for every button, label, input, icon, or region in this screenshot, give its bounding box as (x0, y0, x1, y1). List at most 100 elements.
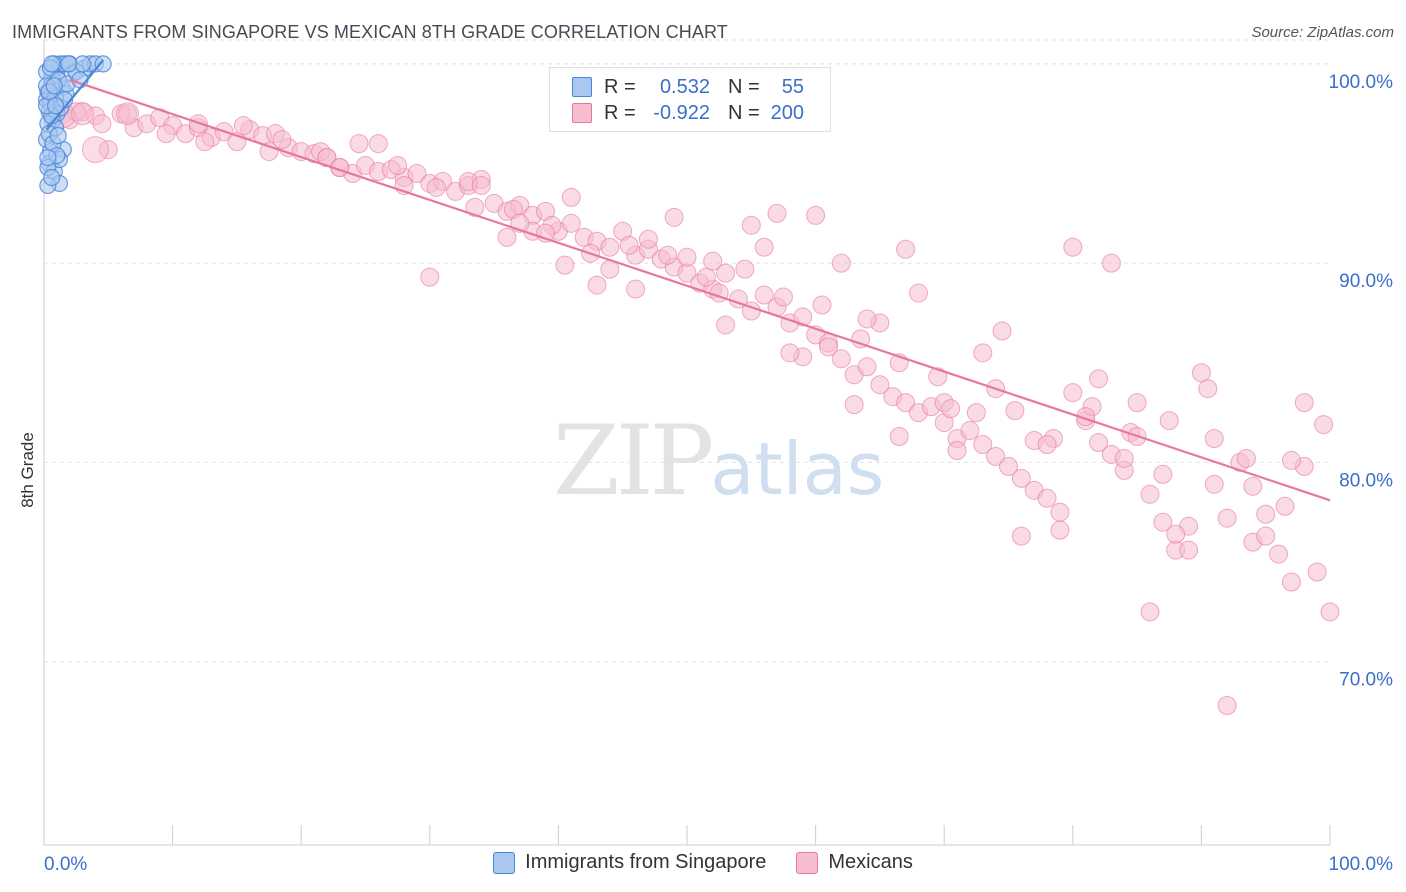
mexicans-point (71, 102, 95, 126)
singapore-point (94, 55, 112, 73)
mexicans-point (600, 237, 620, 257)
mexicans-point (818, 337, 838, 357)
mexicans-point (716, 263, 736, 283)
stats-legend: R = 0.532 N = 55 R = -0.922 N = 200 (549, 67, 831, 132)
mexicans-point (426, 177, 446, 197)
mexicans-point (1204, 429, 1224, 449)
mexicans-point (773, 287, 793, 307)
singapore-point (43, 55, 61, 73)
mexicans-point (844, 395, 864, 415)
mexicans-point (1191, 363, 1211, 383)
r-value: 0.532 (659, 75, 710, 98)
mexicans-point (81, 136, 109, 164)
mexicans-point (1236, 448, 1256, 468)
singapore-point (59, 55, 78, 73)
mexicans-point (896, 393, 916, 413)
mexicans-point (658, 245, 678, 265)
mexicans-point (195, 132, 215, 152)
mexicans-point (156, 124, 176, 144)
mexicans-point (587, 275, 607, 295)
mexicans-point (896, 239, 916, 259)
mexicans-point (1256, 504, 1276, 524)
mexicans-point (471, 175, 491, 195)
mexicans-point (1217, 696, 1237, 716)
mexicans-point (1127, 393, 1147, 413)
stats-row-singapore: R = 0.532 N = 55 (572, 74, 804, 100)
mexicans-point (497, 227, 517, 247)
y-tick-label: 90.0% (1339, 271, 1393, 292)
mexicans-point (1050, 502, 1070, 522)
legend-item-mexicans[interactable]: Mexicans (796, 851, 913, 874)
labels-layer: 70.0% 80.0% 90.0% 100.0% 0.0% 100.0% 8th Grade (18, 72, 1393, 875)
mexicans-point (1101, 253, 1121, 273)
trend-layer (45, 59, 1331, 502)
mexicans-point (1140, 602, 1160, 622)
chart-title: IMMIGRANTS FROM SINGAPORE VS MEXICAN 8TH… (12, 22, 728, 42)
mexicans-point (1050, 520, 1070, 540)
mexicans-point (1114, 448, 1134, 468)
mexicans-point (754, 285, 774, 305)
mexicans-point (696, 267, 716, 287)
n-label: N = (728, 75, 760, 98)
mexicans-point (741, 215, 761, 235)
mexicans-point (388, 156, 408, 176)
legend-label: Immigrants from Singapore (525, 851, 767, 873)
singapore-legend-swatch (493, 851, 516, 874)
mexicans-swatch (572, 103, 592, 123)
mexicans-point (831, 253, 851, 273)
legend-item-singapore[interactable]: Immigrants from Singapore (493, 851, 766, 874)
r-label: R = (604, 75, 636, 98)
y-tick-label: 100.0% (1329, 72, 1394, 93)
y-tick-label: 80.0% (1339, 470, 1393, 491)
mexicans-point (349, 134, 369, 154)
mexicans-point (1089, 369, 1109, 389)
mexicans-point (1275, 496, 1295, 516)
mexicans-point (947, 440, 967, 460)
mexicans-point (928, 367, 948, 387)
singapore-swatch (572, 77, 592, 97)
series-legend: Immigrants from Singapore Mexicans (0, 851, 1406, 874)
mexicans-point (870, 375, 890, 395)
mexicans-point (1281, 572, 1301, 592)
y-axis-label: 8th Grade (18, 432, 37, 508)
mexicans-point (619, 235, 639, 255)
watermark-zip: ZIP (553, 405, 714, 517)
singapore-point (43, 168, 61, 187)
watermark: ZIPatlas (553, 405, 884, 517)
r-label: R = (604, 101, 636, 124)
mexicans-point (1166, 524, 1186, 544)
mexicans-point (420, 267, 440, 287)
mexicans-point (1217, 508, 1237, 528)
mexicans-point (1159, 411, 1179, 431)
mexicans-point (272, 130, 292, 150)
mexicans-point (986, 446, 1006, 466)
points-layer (37, 55, 1340, 716)
mexicans-point (812, 295, 832, 315)
mexicans-point (1063, 237, 1083, 257)
mexicans-point (1281, 450, 1301, 470)
mexicans-point (116, 102, 140, 126)
mexicans-point (664, 207, 684, 227)
mexicans-point (716, 315, 736, 335)
n-value: 55 (781, 75, 804, 98)
legend-label: Mexicans (828, 851, 913, 873)
mexicans-point (831, 349, 851, 369)
mexicans-point (941, 399, 961, 419)
mexicans-point (233, 116, 253, 136)
mexicans-point (767, 203, 787, 223)
mexicans-point (735, 259, 755, 279)
singapore-point (45, 77, 63, 95)
mexicans-point (973, 434, 993, 454)
mexicans-point (1294, 393, 1314, 413)
mexicans-point (1204, 474, 1224, 494)
mexicans-point (1037, 434, 1057, 454)
n-value: 200 (770, 101, 804, 124)
x-tick-label-max: 100.0% (1329, 854, 1394, 875)
mexicans-point (677, 247, 697, 267)
mexicans-point (806, 205, 826, 225)
mexicans-point (1153, 512, 1173, 532)
mexicans-point (561, 213, 581, 233)
singapore-point (46, 97, 65, 115)
mexicans-trend-line (69, 78, 1331, 502)
